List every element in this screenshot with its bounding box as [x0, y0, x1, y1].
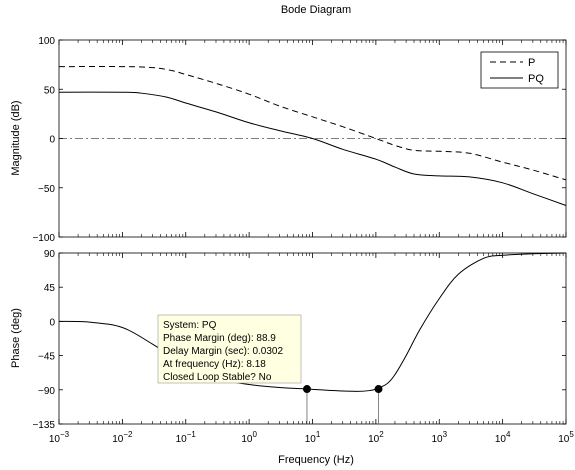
magnitude-panel: 100 50 0 −50 −100 Magnitude (dB) P PQ	[10, 36, 567, 244]
x-tick-label: 103	[431, 430, 447, 445]
phase-panel: 90 45 0 −45 −90 −135 Phase (deg) System: PQ P…	[10, 249, 567, 431]
magnitude-ticks: 100 50 0 −50 −100	[32, 36, 567, 244]
datatip-line: System: PQ	[163, 320, 217, 331]
datatip-line: Delay Margin (sec): 0.0302	[163, 346, 283, 357]
legend-label-p: P	[528, 57, 535, 69]
x-tick-labels: 10−3 10−2 10−1 100 101 102 103 104 105	[49, 430, 574, 445]
data-marker	[374, 385, 383, 394]
legend: P PQ	[480, 51, 559, 89]
chart-title: Bode Diagram	[281, 4, 351, 16]
series-line-pq	[58, 91, 567, 206]
y-tick-label: −100	[32, 233, 55, 244]
y-tick-label: 90	[44, 249, 56, 260]
data-marker	[302, 385, 311, 394]
x-axis-label: Frequency (Hz)	[278, 454, 354, 466]
datatip-box	[157, 314, 302, 384]
y-tick-label: −90	[38, 386, 55, 397]
y-tick-label: 45	[44, 283, 56, 294]
x-tick-label: 10−2	[112, 430, 133, 445]
legend-box	[480, 51, 559, 89]
y-tick-label: −135	[32, 420, 55, 431]
x-tick-label: 101	[305, 430, 321, 445]
phase-axes-frame	[58, 252, 567, 425]
magnitude-ylabel: Magnitude (dB)	[10, 100, 22, 175]
y-tick-label: 100	[38, 36, 55, 47]
series-line-p	[58, 66, 567, 181]
x-tick-label: 105	[558, 430, 574, 445]
datatip-line: Phase Margin (deg): 88.9	[163, 333, 276, 344]
magnitude-series	[58, 66, 567, 206]
y-tick-label: 0	[49, 317, 55, 328]
datatip: System: PQ Phase Margin (deg): 88.9 Dela…	[157, 314, 302, 384]
phase-markers	[302, 385, 383, 424]
y-tick-label: −45	[38, 352, 55, 363]
y-tick-label: 0	[49, 135, 55, 146]
legend-label-pq: PQ	[528, 73, 544, 85]
x-tick-label: 10−1	[176, 430, 197, 445]
datatip-line: At frequency (Hz): 8.18	[163, 359, 266, 370]
y-tick-label: 50	[44, 85, 56, 96]
x-tick-label: 104	[495, 430, 511, 445]
x-tick-label: 10−3	[49, 430, 70, 445]
x-tick-label: 102	[368, 430, 384, 445]
x-tick-label: 100	[241, 430, 257, 445]
phase-ylabel: Phase (deg)	[10, 308, 22, 368]
datatip-line: Closed Loop Stable? No	[163, 372, 272, 383]
y-tick-label: −50	[38, 184, 55, 195]
